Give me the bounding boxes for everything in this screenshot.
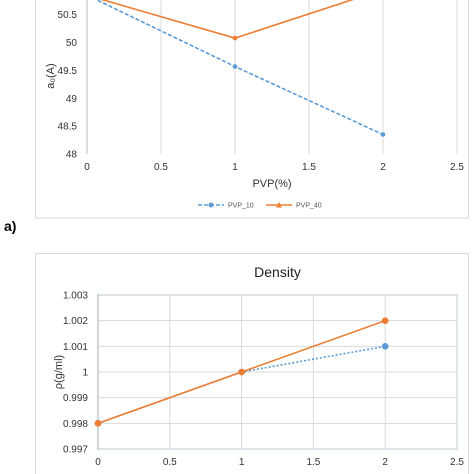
y-tick-label: 0.997 <box>63 445 88 456</box>
x-tick-label: 1 <box>239 457 245 468</box>
data-point <box>232 35 238 41</box>
panel-label: a) <box>4 218 16 234</box>
data-point <box>238 368 245 376</box>
data-point <box>94 420 102 427</box>
y-axis-title: ρ(g/ml) <box>53 355 65 389</box>
x-tick-label: 1.5 <box>306 457 320 468</box>
legend-label: PVP_40 <box>296 203 322 210</box>
y-tick-label: 50 <box>66 38 78 49</box>
y-tick-label: 0.998 <box>63 419 88 430</box>
x-tick-label: 2 <box>382 457 388 468</box>
legend-label: PVP_10 <box>228 203 254 210</box>
x-tick-label: 0 <box>84 162 90 173</box>
chart-title: Density <box>254 264 301 280</box>
legend-marker <box>208 202 214 208</box>
data-point <box>380 132 386 137</box>
y-tick-label: 48.5 <box>58 122 78 133</box>
x-tick-label: 2.5 <box>450 162 464 173</box>
y-tick-label: 1.003 <box>63 291 88 302</box>
bottom-chart-frame <box>35 253 469 474</box>
x-tick-label: 0.5 <box>163 457 177 468</box>
x-tick-label: 1 <box>232 162 238 173</box>
top-chart: 0 0.5 1 1.5 2 2.5 48 48.5 49 49.5 50 50.5 PVP(%) a₀(A… <box>45 0 464 210</box>
data-point <box>232 64 238 69</box>
y-tick-label: 50.5 <box>58 10 78 21</box>
y-tick-label: 48 <box>66 150 78 161</box>
y-tick-label: 1.002 <box>63 316 88 327</box>
x-tick-label: 0 <box>95 457 101 468</box>
bottom-chart: 0 0.5 1 1.5 2 2.5 0.997 0.998 0.999 1 1.001 1.002 1.… <box>53 264 464 468</box>
x-tick-label: 1.5 <box>302 162 316 173</box>
x-tick-label: 0.5 <box>154 162 168 173</box>
y-tick-label: 49.5 <box>58 66 78 77</box>
y-tick-label: 1 <box>82 368 88 379</box>
y-tick-label: 1.001 <box>63 342 88 353</box>
x-axis-title: PVP(%) <box>252 178 291 190</box>
top-chart-frame <box>35 0 469 219</box>
y-axis-title: a₀(A) <box>45 63 57 88</box>
x-tick-label: 2 <box>380 162 386 173</box>
y-tick-label: 0.999 <box>63 393 88 404</box>
data-point <box>381 317 389 324</box>
y-tick-label: 49 <box>66 94 78 105</box>
x-tick-label: 2.5 <box>450 457 464 468</box>
legend-marker <box>276 202 282 208</box>
data-point <box>381 343 389 350</box>
